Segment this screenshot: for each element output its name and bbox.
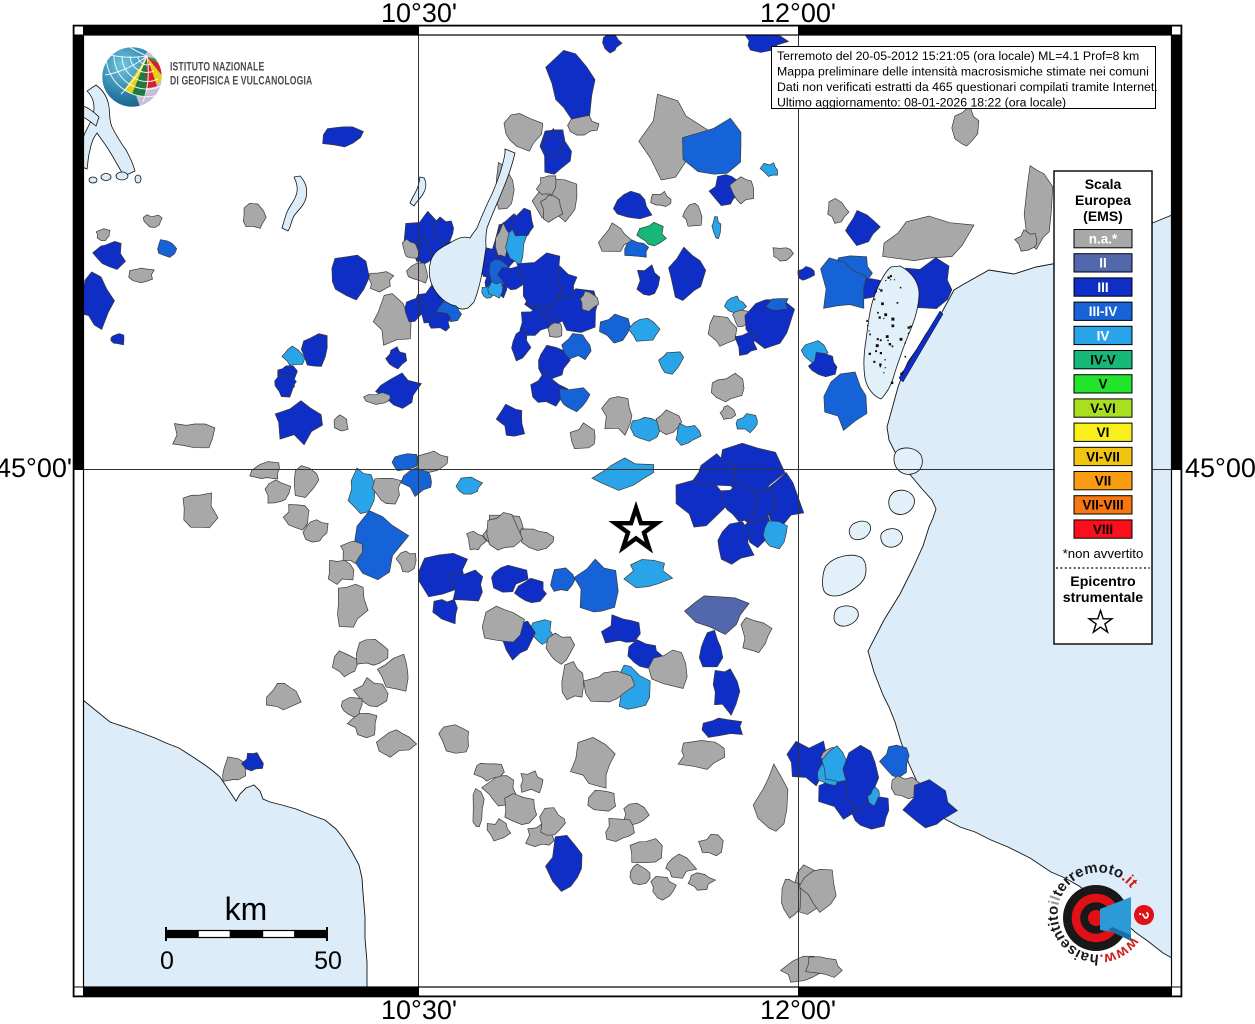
svg-text:45°00': 45°00' [1185,453,1255,483]
svg-text:*non avvertito: *non avvertito [1063,546,1144,561]
svg-text:VIII: VIII [1093,522,1113,537]
svg-text:km: km [225,891,268,927]
svg-text:IV: IV [1097,328,1110,343]
svg-text:Epicentro: Epicentro [1070,574,1136,590]
svg-text:10°30': 10°30' [381,995,457,1024]
svg-text:Mappa preliminare delle intens: Mappa preliminare delle intensità macros… [777,65,1149,79]
svg-text:45°00': 45°00' [0,453,72,483]
svg-text:50: 50 [314,947,342,975]
svg-text:(EMS): (EMS) [1083,208,1123,224]
svg-text:Scala: Scala [1085,176,1122,192]
svg-text:10°30': 10°30' [381,0,457,28]
svg-text:strumentale: strumentale [1063,590,1144,606]
svg-text:12°00': 12°00' [760,0,836,28]
svg-text:Terremoto del 20-05-2012 15:21: Terremoto del 20-05-2012 15:21:05 (ora l… [777,49,1139,63]
svg-text:V: V [1098,377,1107,392]
svg-text:IV-V: IV-V [1090,353,1116,368]
svg-text:DI GEOFISICA E VULCANOLOGIA: DI GEOFISICA E VULCANOLOGIA [170,76,313,89]
svg-text:n.a.*: n.a.* [1089,232,1118,247]
svg-text:VI: VI [1097,425,1110,440]
svg-text:?: ? [1135,909,1152,920]
svg-text:III-IV: III-IV [1089,304,1118,319]
svg-text:III: III [1097,280,1108,295]
svg-text:0: 0 [160,947,174,975]
svg-text:12°00': 12°00' [760,995,836,1024]
svg-text:II: II [1099,256,1107,271]
svg-text:VI-VII: VI-VII [1086,449,1120,464]
svg-text:ISTITUTO NAZIONALE: ISTITUTO NAZIONALE [170,61,264,74]
svg-text:VII: VII [1095,474,1112,489]
svg-text:V-VI: V-VI [1090,401,1116,416]
svg-text:Europea: Europea [1075,192,1131,208]
svg-text:Dati non verificati estratti d: Dati non verificati estratti da 465 ques… [777,80,1158,94]
svg-text:VII-VIII: VII-VIII [1082,498,1123,513]
svg-text:Ultimo aggiornamento: 08-01-20: Ultimo aggiornamento: 08-01-2026 18:22 (… [777,96,1066,110]
